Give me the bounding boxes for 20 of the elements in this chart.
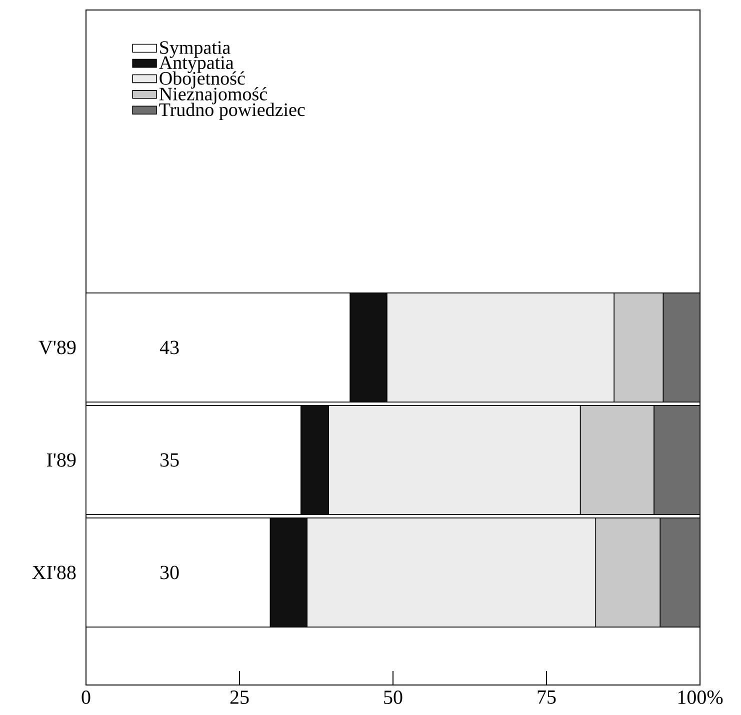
data-label: 35 [160,453,179,467]
x-tick-label: 50 [384,690,402,704]
y-tick-label: I'89 [46,453,76,467]
bar [654,405,700,515]
legend-label: Obojetność [160,71,245,89]
x-tick-label: 25 [230,690,249,704]
x-tick-label: 0 [82,690,90,704]
data-label: 43 [160,340,179,354]
bar [86,518,271,628]
bar [660,518,700,628]
legend-label: Antypatia [159,56,234,73]
x-tick-label: 100% [678,690,723,704]
data-label: 30 [160,566,179,580]
bar [86,292,350,402]
legend-label: Sympatia [160,41,230,58]
y-tick-label: V'89 [38,340,76,354]
y-tick-label: XI'88 [32,566,76,580]
legend-label: Nieznajomość [159,87,267,104]
bar [662,292,700,402]
x-tick-label: 75 [538,690,556,704]
